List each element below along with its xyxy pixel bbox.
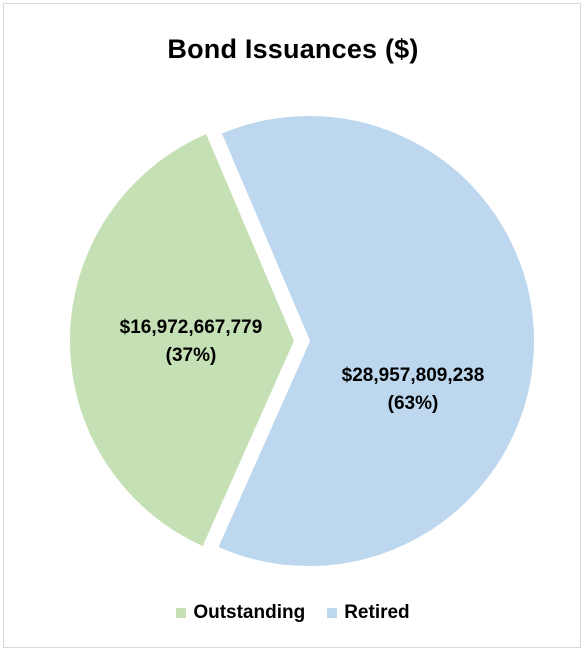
chart-title: Bond Issuances ($): [167, 34, 419, 64]
legend-item-outstanding: Outstanding: [176, 602, 305, 624]
legend-label-retired: Retired: [344, 602, 410, 623]
data-label-percent-retired: (63%): [388, 393, 439, 414]
data-label-percent-outstanding: (37%): [166, 345, 217, 366]
data-label-value-outstanding: $16,972,667,779: [120, 317, 263, 338]
legend-swatch-retired: [327, 608, 338, 618]
legend-item-retired: Retired: [327, 602, 410, 624]
pie-labels: $16,972,667,779 (37%) $28,957,809,238 (63%): [120, 317, 485, 414]
legend-label-outstanding: Outstanding: [193, 602, 306, 623]
pie-slice-outstanding: [68, 131, 297, 549]
legend: Outstanding Retired: [4, 602, 582, 624]
legend-swatch-outstanding: [176, 608, 187, 618]
data-label-value-retired: $28,957,809,238: [342, 365, 485, 386]
pie-slice-retired: [215, 114, 536, 568]
chart-area: Bond Issuances ($) $16,972,667,779 (37%) $…: [3, 3, 581, 648]
pie-slices: [68, 114, 536, 568]
pie-chart: $16,972,667,779 (37%) $28,957,809,238 (63%): [68, 114, 536, 568]
